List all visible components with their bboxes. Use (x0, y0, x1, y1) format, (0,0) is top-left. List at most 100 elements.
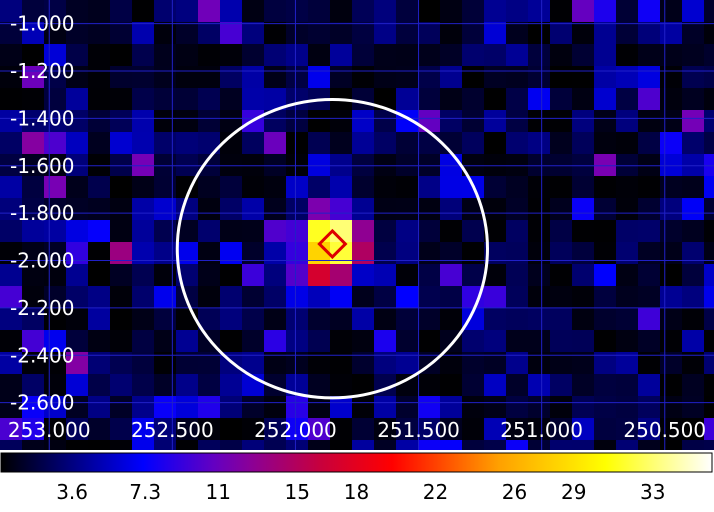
heatmap-cell (506, 22, 528, 44)
heatmap-cell (88, 0, 110, 22)
heatmap-cell (704, 418, 714, 440)
heatmap-cell (572, 66, 594, 88)
heatmap-cell (396, 330, 418, 352)
heatmap-cell (396, 198, 418, 220)
heatmap-cell (286, 220, 308, 242)
heatmap-cell (550, 110, 572, 132)
heatmap-cell (506, 110, 528, 132)
heatmap-cell (528, 44, 550, 66)
heatmap-cell (308, 286, 330, 308)
heatmap-cell (616, 88, 638, 110)
heatmap-cell (550, 242, 572, 264)
heatmap-cell (198, 154, 220, 176)
heatmap-cell (704, 264, 714, 286)
heatmap-cell (308, 44, 330, 66)
heatmap-cell (638, 440, 660, 450)
heatmap-cell (528, 396, 550, 418)
heatmap-cell (572, 418, 594, 440)
heatmap-cell (550, 88, 572, 110)
heatmap-cell (374, 242, 396, 264)
heatmap-cell (528, 352, 550, 374)
heatmap-cell (132, 66, 154, 88)
heatmap-cell (88, 264, 110, 286)
heatmap-cell (440, 330, 462, 352)
heatmap-cell (638, 88, 660, 110)
heatmap-cell (572, 220, 594, 242)
heatmap-cell (88, 352, 110, 374)
heatmap-cell (572, 396, 594, 418)
heatmap-cell (242, 220, 264, 242)
heatmap-cell (330, 0, 352, 22)
heatmap-cell (682, 418, 704, 440)
heatmap-cell (264, 132, 286, 154)
heatmap-cell (440, 264, 462, 286)
heatmap-cell (550, 0, 572, 22)
heatmap-cell (638, 352, 660, 374)
heatmap-cell (264, 330, 286, 352)
heatmap-cell (308, 264, 330, 286)
heatmap-cell (176, 0, 198, 22)
heatmap-cell (440, 308, 462, 330)
heatmap-cell (462, 330, 484, 352)
heatmap-cell (308, 110, 330, 132)
heatmap-cell (594, 154, 616, 176)
heatmap-cell (638, 264, 660, 286)
heatmap-cell (220, 286, 242, 308)
heatmap-cell (396, 396, 418, 418)
heatmap-cell (330, 418, 352, 440)
heatmap-cell (264, 242, 286, 264)
x-tick-label: 250.500 (623, 418, 706, 442)
heatmap-cell (638, 286, 660, 308)
heatmap-cell (242, 22, 264, 44)
heatmap-cell (682, 66, 704, 88)
heatmap-cell (22, 264, 44, 286)
heatmap-cell (176, 396, 198, 418)
heatmap-cell (594, 220, 616, 242)
heatmap-cell (374, 220, 396, 242)
x-tick-label: 253.000 (8, 418, 91, 442)
heatmap-cell (88, 308, 110, 330)
heatmap-cell (638, 418, 660, 440)
heatmap-cell (132, 132, 154, 154)
heatmap-cell (66, 396, 88, 418)
heatmap-cell (242, 418, 264, 440)
heatmap-cell (660, 220, 682, 242)
heatmap-cell (396, 440, 418, 450)
heatmap-cell (638, 66, 660, 88)
heatmap-cell (88, 88, 110, 110)
heatmap-cell (154, 0, 176, 22)
heatmap-cell (66, 154, 88, 176)
heatmap-cell (308, 220, 330, 242)
heatmap-cell (528, 330, 550, 352)
heatmap-cell (154, 154, 176, 176)
heatmap-cell (198, 418, 220, 440)
heatmap-cell (176, 154, 198, 176)
heatmap-cell (484, 88, 506, 110)
heatmap-cell (682, 352, 704, 374)
heatmap-cell (176, 198, 198, 220)
heatmap-cell (88, 220, 110, 242)
y-tick-label: -2.200 (10, 296, 74, 320)
heatmap-cell (286, 396, 308, 418)
heatmap-cell (0, 0, 22, 22)
heatmap-cell (242, 330, 264, 352)
heatmap-cell (638, 110, 660, 132)
heatmap-cell (264, 0, 286, 22)
heatmap-cell (220, 66, 242, 88)
heatmap-cell (0, 418, 22, 440)
heatmap-cell (704, 88, 714, 110)
heatmap-cell (132, 330, 154, 352)
x-tick-label: 251.500 (377, 418, 460, 442)
heatmap-cell (704, 132, 714, 154)
heatmap-cell (572, 44, 594, 66)
heatmap-cell (374, 440, 396, 450)
heatmap-cell (484, 264, 506, 286)
heatmap-cell (462, 66, 484, 88)
heatmap-cell (110, 0, 132, 22)
heatmap-cell (506, 132, 528, 154)
heatmap-cell (418, 198, 440, 220)
heatmap-cell (528, 198, 550, 220)
heatmap-cell (88, 440, 110, 450)
heatmap-cell (594, 198, 616, 220)
heatmap-cell (506, 88, 528, 110)
